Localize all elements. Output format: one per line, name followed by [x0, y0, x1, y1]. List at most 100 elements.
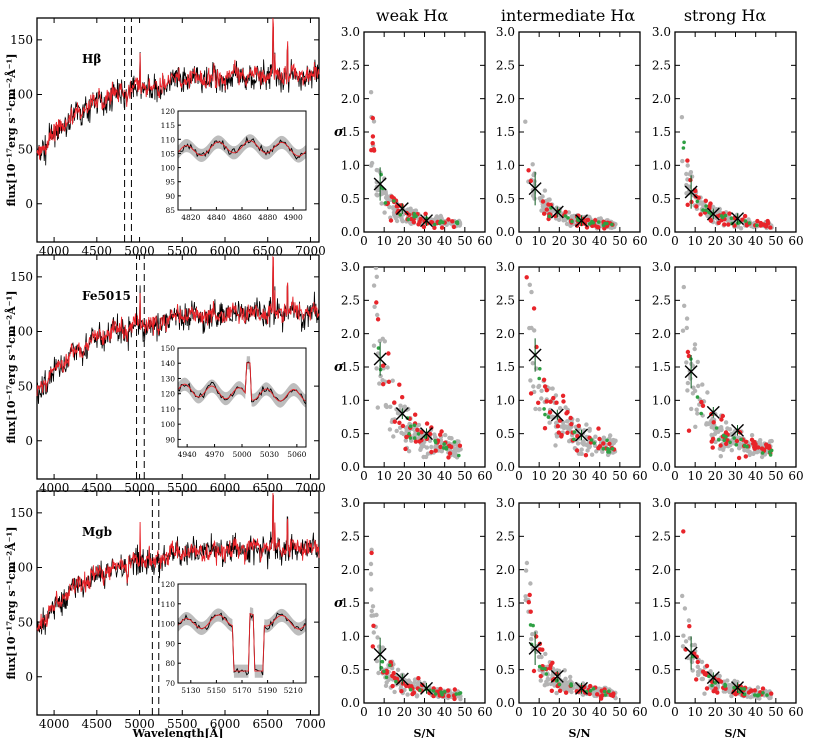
- data-point: [445, 688, 451, 693]
- data-point: [528, 178, 533, 184]
- data-point: [429, 220, 435, 225]
- inset-x-tick-label: 5060: [287, 450, 306, 459]
- y-tick-label: 1.0: [341, 159, 360, 173]
- data-point: [411, 690, 417, 695]
- data-point: [416, 432, 421, 436]
- inset-x-tick-label: 4970: [205, 450, 224, 459]
- data-point: [566, 426, 571, 431]
- data-point: [594, 449, 599, 454]
- data-point: [544, 399, 549, 404]
- mean-marker: [575, 428, 589, 442]
- data-point: [587, 426, 592, 432]
- data-point: [433, 443, 438, 449]
- x-tick-label: 0: [515, 705, 523, 719]
- x-tick-label: 50: [768, 234, 783, 248]
- data-point: [439, 219, 443, 223]
- y-tick-label: 2.5: [341, 294, 360, 308]
- data-point: [433, 438, 437, 443]
- data-point: [370, 644, 375, 649]
- x-tick-label: 30: [728, 234, 743, 248]
- data-point: [446, 217, 451, 222]
- data-point: [742, 448, 747, 453]
- data-point: [540, 199, 546, 204]
- data-point: [695, 359, 700, 365]
- scatter-y-label: σ: [334, 360, 344, 375]
- data-point: [760, 451, 765, 455]
- data-point: [592, 441, 596, 445]
- data-point: [705, 390, 710, 395]
- data-point: [394, 679, 398, 684]
- data-point: [589, 438, 594, 442]
- data-point: [368, 571, 374, 577]
- data-point: [376, 346, 381, 350]
- y-tick-label: 0.5: [652, 663, 671, 677]
- data-point: [685, 202, 690, 207]
- data-point: [408, 687, 413, 692]
- data-point: [382, 669, 386, 674]
- data-point: [547, 666, 553, 671]
- y-tick-label: 50: [18, 379, 33, 393]
- data-point: [391, 196, 396, 201]
- y-tick-label: 0.5: [652, 192, 671, 206]
- data-point: [607, 441, 612, 446]
- data-point: [386, 351, 391, 356]
- x-tick-label: 10: [688, 234, 703, 248]
- data-point: [548, 399, 553, 404]
- data-point: [681, 284, 686, 290]
- data-point: [443, 432, 448, 438]
- data-point: [601, 436, 607, 441]
- data-point: [386, 379, 392, 384]
- scatter-panel: 0 10 20 30 40 50 60 0.0 0.5 1.0 1.5 2.0 2.5 3.0 S/N: [652, 496, 804, 738]
- data-point: [375, 317, 381, 322]
- x-tick-label: 20: [708, 469, 723, 483]
- y-tick-label: 1.5: [341, 360, 360, 374]
- data-point: [447, 435, 452, 441]
- data-point: [388, 404, 393, 409]
- data-point: [718, 443, 723, 448]
- mean-marker: [528, 348, 542, 362]
- y-tick-label: 1.0: [341, 630, 360, 644]
- points-group: [524, 275, 618, 458]
- data-point: [547, 214, 552, 219]
- x-tick-label: 10: [377, 705, 392, 719]
- x-tick-label: 4000: [39, 717, 70, 731]
- data-point: [536, 654, 542, 660]
- data-point: [723, 684, 727, 688]
- data-point: [528, 581, 533, 586]
- data-point: [729, 216, 734, 221]
- data-point: [755, 223, 759, 228]
- data-point: [523, 119, 528, 124]
- data-point: [699, 399, 704, 405]
- data-point: [418, 216, 423, 222]
- data-point: [388, 218, 394, 223]
- data-point: [692, 342, 698, 347]
- x-tick-label: 6500: [252, 717, 283, 731]
- y-tick-label: 2.0: [496, 563, 515, 577]
- data-point: [407, 432, 411, 436]
- x-tick-label: 50: [457, 234, 472, 248]
- data-point: [721, 433, 726, 438]
- data-point: [455, 221, 460, 226]
- data-point: [428, 431, 433, 437]
- points-group: [679, 115, 774, 231]
- x-tick-label: 10: [532, 234, 547, 248]
- data-point: [686, 428, 692, 433]
- data-point: [685, 380, 691, 386]
- x-tick-label: 60: [788, 469, 803, 483]
- data-point: [554, 690, 559, 696]
- data-point: [723, 420, 729, 425]
- data-point: [412, 677, 418, 682]
- data-point: [569, 422, 574, 427]
- scatter-panel: 0 10 20 30 40 50 60 0.0 0.5 1.0 1.5 2.0 2.5 3.0: [652, 25, 804, 248]
- data-point: [412, 432, 417, 438]
- data-point: [376, 670, 381, 676]
- mean-marker: [395, 672, 409, 686]
- mean-marker: [706, 405, 720, 419]
- data-point: [769, 691, 774, 696]
- data-point: [753, 693, 757, 697]
- inset-y-tick-label: 115: [161, 121, 176, 130]
- inset-y-tick-label: 70: [165, 679, 175, 688]
- data-point: [568, 415, 573, 421]
- data-point: [722, 438, 726, 443]
- data-point: [768, 453, 773, 457]
